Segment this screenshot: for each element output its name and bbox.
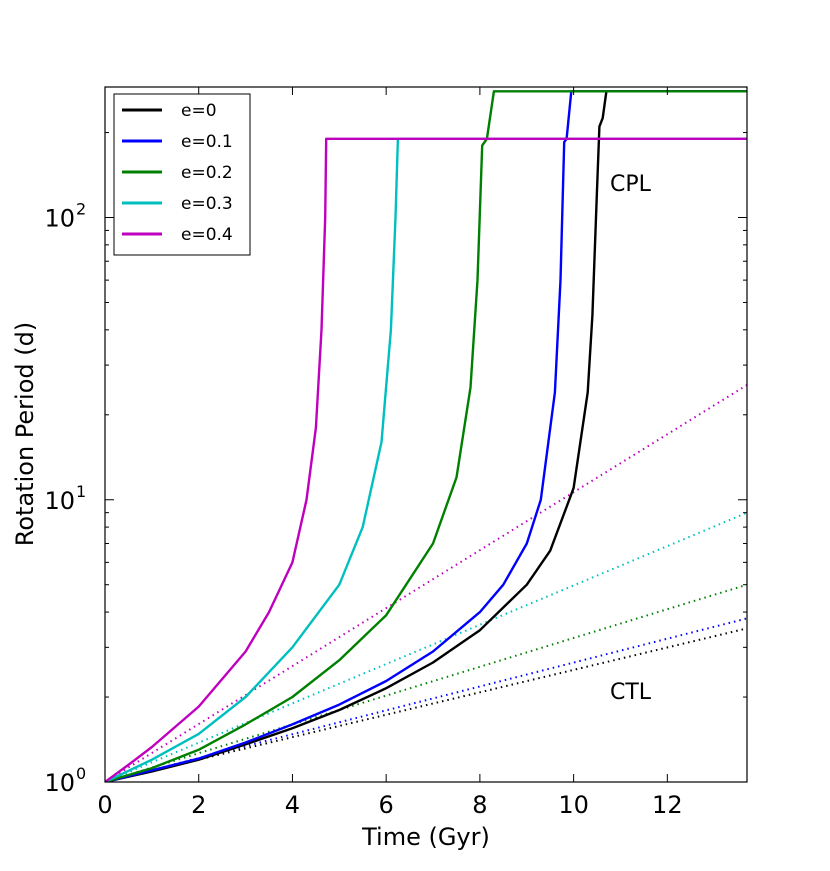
y-tick-label: 10 — [44, 487, 75, 515]
plot-frame — [104, 86, 748, 783]
annotation-cpl: CPL — [610, 172, 652, 197]
series-line-cpl-e-0-2 — [105, 90, 747, 782]
series-line-ctl-e-0-3 — [105, 511, 747, 782]
legend: e=0 e=0.1 e=0.2 e=0.3 e=0.4 — [113, 93, 251, 256]
legend-label: e=0.2 — [181, 163, 233, 183]
legend-label: e=0.3 — [181, 194, 233, 214]
y-tick-label: 10 — [44, 205, 75, 233]
y-axis-label: Rotation Period (d) — [11, 322, 39, 546]
y-tick-exponent: 2 — [76, 200, 86, 219]
x-tick-label: 0 — [97, 791, 112, 819]
series-line-cpl-e-0-1 — [105, 90, 747, 782]
legend-label: e=0.1 — [181, 132, 233, 152]
series-line-cpl-e-0-4 — [105, 137, 747, 782]
series-line-cpl-e-0 — [105, 90, 747, 782]
series-line-ctl-e-0-2 — [105, 583, 747, 782]
series-line-ctl-e-0-4 — [105, 384, 747, 782]
legend-label: e=0.4 — [181, 225, 233, 245]
annotation-ctl: CTL — [610, 680, 652, 705]
x-tick-label: 10 — [558, 791, 589, 819]
legend-box — [113, 93, 251, 256]
x-tick-label: 2 — [191, 791, 206, 819]
x-tick-label: 6 — [379, 791, 394, 819]
x-tick-label: 4 — [285, 791, 300, 819]
y-tick-label: 10 — [44, 769, 75, 797]
y-tick-exponent: 0 — [76, 764, 86, 783]
legend-label: e=0 — [181, 101, 217, 121]
series-line-cpl-e-0-3 — [105, 137, 747, 782]
series-layer — [105, 90, 747, 782]
x-tick-label: 12 — [652, 791, 683, 819]
x-tick-label: 8 — [472, 791, 487, 819]
y-tick-exponent: 1 — [76, 482, 86, 501]
x-axis-label: Time (Gyr) — [361, 823, 490, 851]
